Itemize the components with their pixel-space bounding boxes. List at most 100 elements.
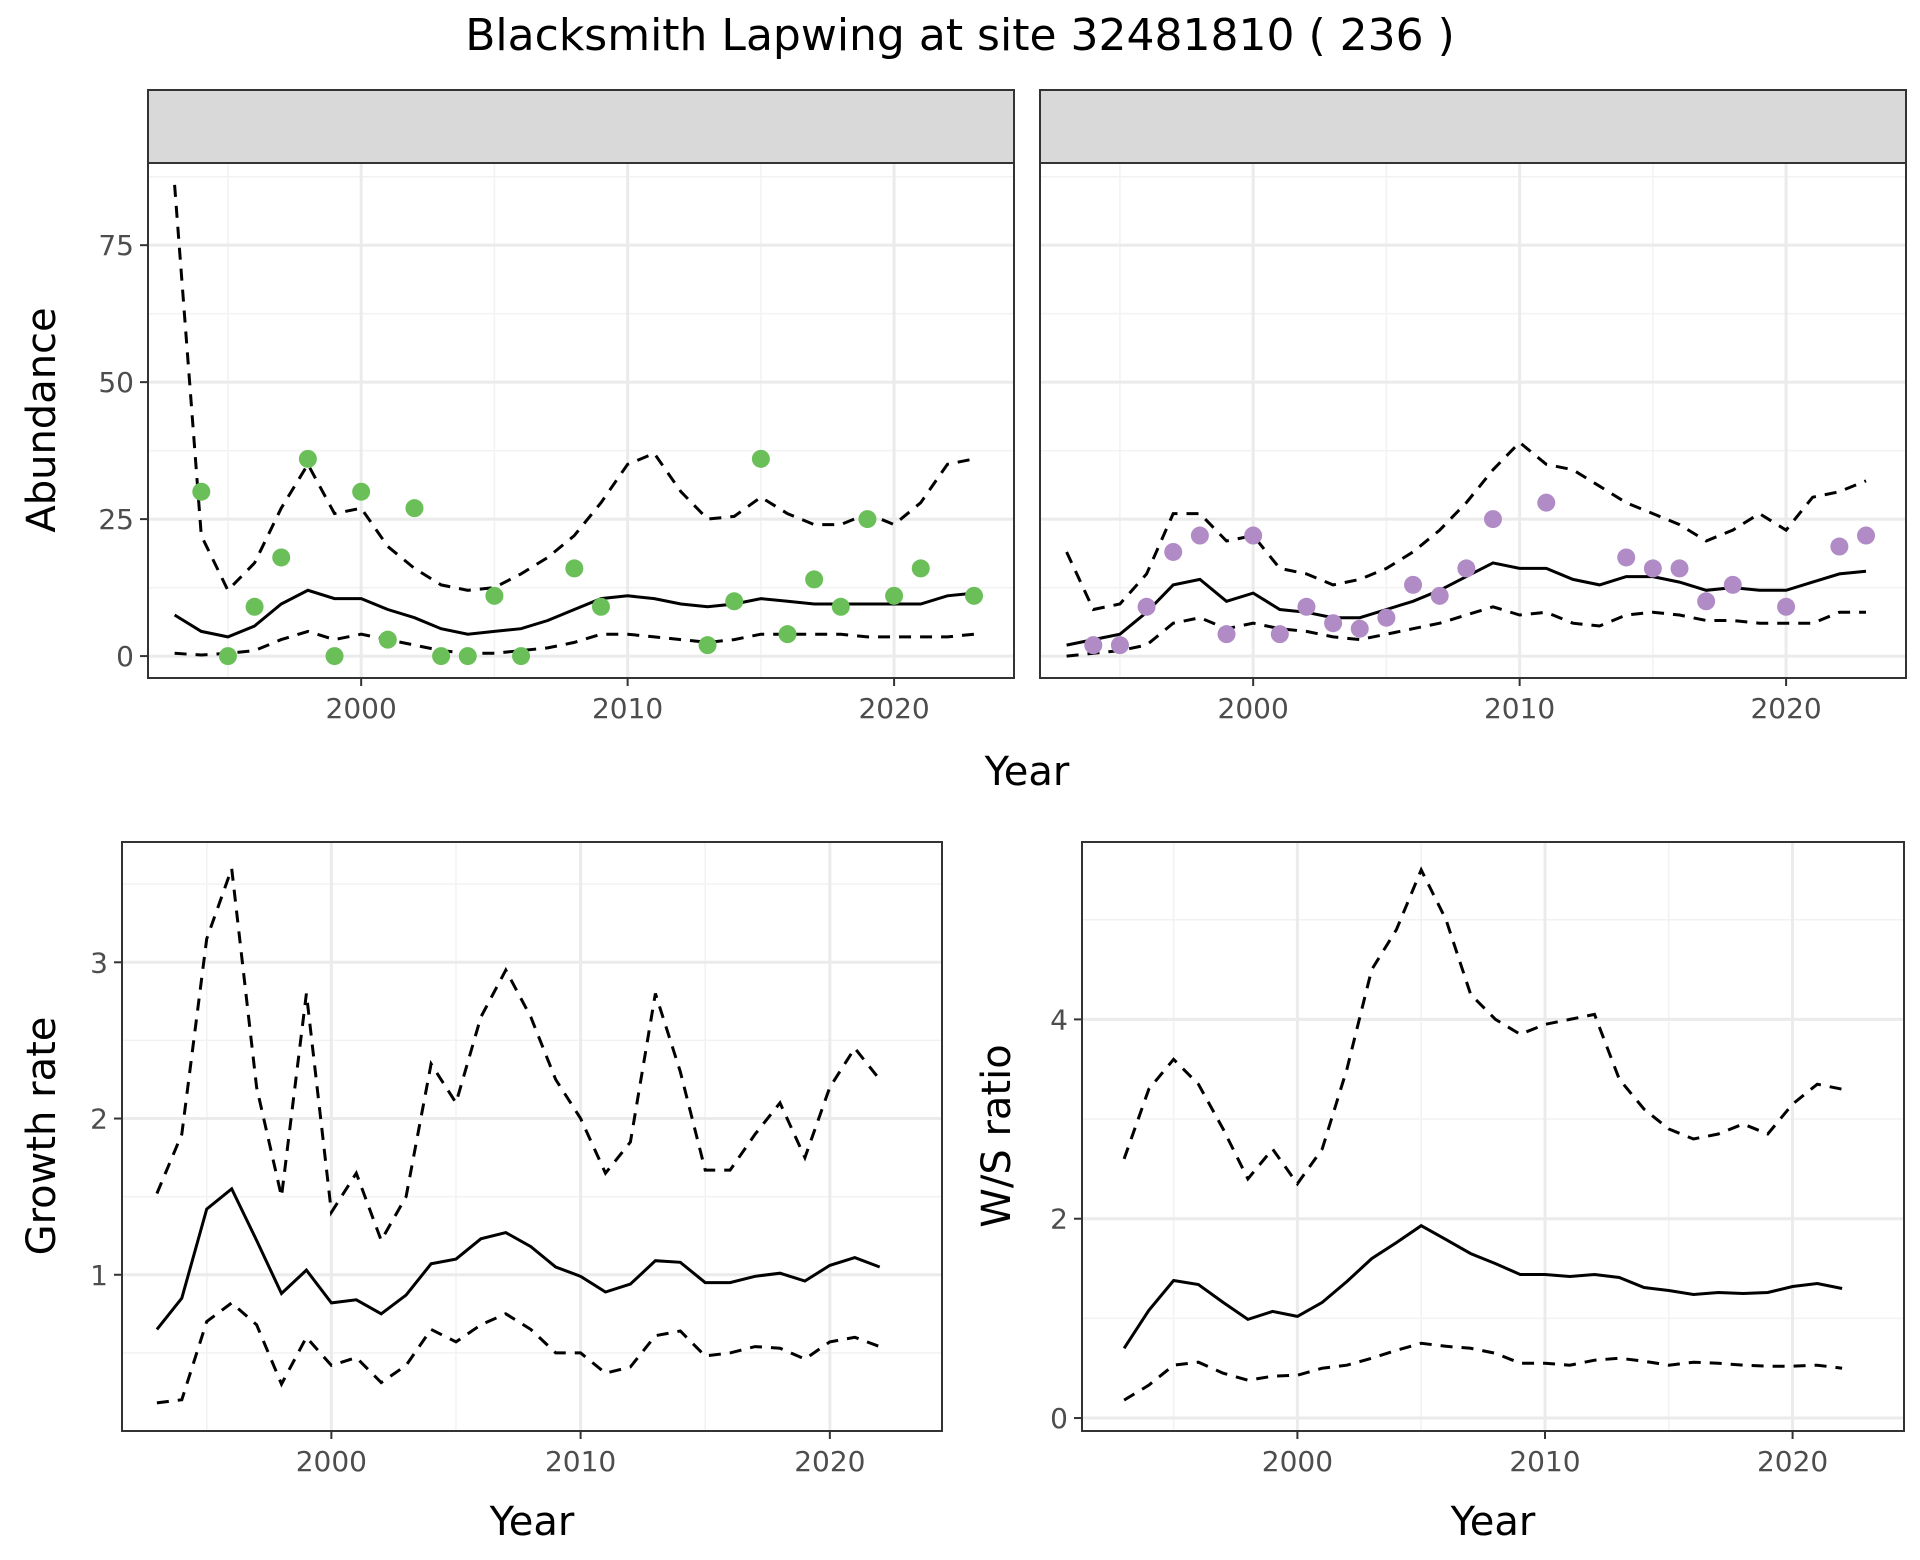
data-point <box>378 630 397 649</box>
data-point <box>1297 597 1316 616</box>
y-tick-label: 4 <box>1050 1003 1068 1036</box>
data-point <box>1404 575 1423 594</box>
data-point <box>1377 608 1396 627</box>
x-tick-label: 2010 <box>1509 1445 1580 1478</box>
y-tick-label: 2 <box>1050 1203 1068 1236</box>
data-point <box>885 586 904 605</box>
data-point <box>245 597 264 616</box>
x-tick-label: 2020 <box>1750 692 1821 725</box>
x-tick-label: 2000 <box>1218 692 1289 725</box>
y-axis-title: Growth rate <box>19 1017 65 1256</box>
panel-background <box>122 842 942 1431</box>
panel-ws-ratio: 2000 2010 2020 0 2 4 Year W/S ratio <box>974 841 1905 1545</box>
y-tick-label: 75 <box>98 229 134 262</box>
data-point <box>405 499 424 518</box>
data-point <box>591 597 610 616</box>
x-tick-label: 2000 <box>1262 1445 1333 1478</box>
data-point <box>1483 510 1502 529</box>
lower-bound-line <box>1123 1341 1843 1402</box>
y-tick-label: 25 <box>98 503 134 536</box>
data-point <box>1830 537 1849 556</box>
data-point <box>698 636 717 655</box>
estimate-line <box>155 1186 881 1331</box>
x-axis-title-abundance: Year <box>984 749 1070 795</box>
y-tick-label: 0 <box>1050 1402 1068 1435</box>
x-tick-label: 2010 <box>545 1445 616 1478</box>
data-point <box>192 482 211 501</box>
data-point <box>805 570 824 589</box>
upper-bound-line <box>1065 440 1867 612</box>
data-point <box>1697 592 1716 611</box>
data-point <box>1777 597 1796 616</box>
y-tick-label: 3 <box>90 946 108 979</box>
panel-background <box>1040 163 1906 678</box>
facet-strip <box>1039 89 1907 164</box>
x-tick-label: 2020 <box>1757 1445 1828 1478</box>
data-point <box>1350 619 1369 638</box>
lower-bound-line <box>174 629 975 657</box>
data-point <box>298 449 317 468</box>
data-point <box>1110 636 1129 655</box>
facet-strip <box>147 89 1015 164</box>
data-point <box>1324 614 1343 633</box>
data-point <box>218 647 237 666</box>
data-point <box>272 548 291 567</box>
data-point <box>1217 625 1236 644</box>
y-axis-title: Abundance <box>19 307 65 532</box>
data-point <box>858 510 877 529</box>
upper-bound-line <box>1122 866 1843 1187</box>
x-tick-label: 2010 <box>592 692 663 725</box>
data-point <box>778 625 797 644</box>
data-point <box>565 559 584 578</box>
panel-abundance-winter: 2000 2010 2020 <box>1039 89 1907 725</box>
data-point <box>965 586 984 605</box>
panel-growth-rate: 2000 2010 2020 1 2 3 Year Growth rate <box>19 841 943 1545</box>
data-point <box>1164 542 1183 561</box>
data-point <box>751 449 770 468</box>
data-point <box>1430 586 1449 605</box>
y-tick-label: 0 <box>116 640 134 673</box>
x-tick-label: 2020 <box>858 692 929 725</box>
data-point <box>1270 625 1289 644</box>
data-point <box>352 482 371 501</box>
panel-background <box>148 163 1014 678</box>
data-point <box>1617 548 1636 567</box>
data-point <box>1537 493 1556 512</box>
x-tick-label: 2000 <box>326 692 397 725</box>
data-point <box>325 647 344 666</box>
data-point <box>1190 526 1209 545</box>
panel-border <box>121 841 943 1432</box>
y-axis-title: W/S ratio <box>974 1044 1020 1227</box>
y-tick-label: 50 <box>98 366 134 399</box>
x-tick-label: 2000 <box>296 1445 367 1478</box>
data-point <box>911 559 930 578</box>
x-tick-label: 2010 <box>1484 692 1555 725</box>
upper-bound-line <box>173 184 975 593</box>
data-point <box>831 597 850 616</box>
data-point <box>1857 526 1876 545</box>
main-title: Blacksmith Lapwing at site 32481810 ( 23… <box>465 10 1454 61</box>
data-point <box>1137 597 1156 616</box>
y-tick-label: 1 <box>90 1259 108 1292</box>
x-axis-title: Year <box>1450 1499 1536 1545</box>
panel-border <box>1081 841 1905 1432</box>
estimate-line <box>1122 1223 1843 1350</box>
x-tick-label: 2020 <box>794 1445 865 1478</box>
x-axis-title: Year <box>489 1499 575 1545</box>
panel-abundance-summer: 2000 2010 2020 0 25 50 75 Abundance <box>19 89 1015 725</box>
data-point <box>432 647 451 666</box>
data-point <box>1244 526 1263 545</box>
data-point <box>1084 636 1103 655</box>
data-point <box>1457 559 1476 578</box>
data-point <box>485 586 504 605</box>
data-point <box>512 647 531 666</box>
lower-bound-line <box>156 1300 881 1405</box>
data-point <box>1643 559 1662 578</box>
data-point <box>725 592 744 611</box>
y-tick-label: 2 <box>90 1103 108 1136</box>
data-point <box>458 647 477 666</box>
panel-background <box>1082 842 1904 1431</box>
data-point <box>1670 559 1689 578</box>
